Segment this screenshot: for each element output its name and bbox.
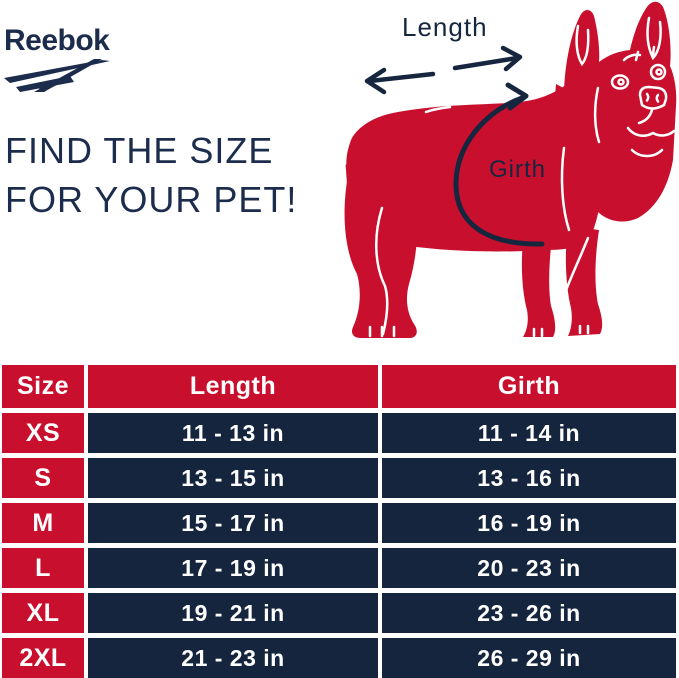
size-chart-table: Size Length Girth XS 11 - 13 in 11 - 14 … [2,365,676,678]
reebok-wordmark: Reebok [4,24,110,57]
length-value-xl: 19 - 21 in [88,593,378,633]
dog-measurement-diagram [343,1,677,338]
length-value-s: 13 - 15 in [88,458,378,498]
page-title-line2: FOR YOUR PET! [5,179,298,220]
size-label-2xl: 2XL [2,638,84,678]
french-bulldog-illustration [344,1,677,338]
column-header-length: Length [88,365,378,408]
girth-value-xs: 11 - 14 in [382,413,676,453]
size-label-m: M [2,503,84,543]
length-value-xs: 11 - 13 in [88,413,378,453]
girth-arrow-icon [453,82,545,247]
column-header-girth: Girth [382,365,676,408]
length-value-l: 17 - 19 in [88,548,378,588]
girth-value-s: 13 - 16 in [382,458,676,498]
page-title: FIND THE SIZE FOR YOUR PET! [5,126,297,224]
girth-value-2xl: 26 - 29 in [382,638,676,678]
size-label-xs: XS [2,413,84,453]
length-arrow-right-icon [452,45,523,72]
reebok-logo: Reebok [4,26,112,92]
length-measure-label: Length [402,12,488,42]
girth-value-m: 16 - 19 in [382,503,676,543]
length-arrow-left-icon [364,67,436,95]
length-value-m: 15 - 17 in [88,503,378,543]
girth-value-xl: 23 - 26 in [382,593,676,633]
girth-measure-label: Girth [489,156,547,183]
length-value-2xl: 21 - 23 in [88,638,378,678]
size-label-xl: XL [2,593,84,633]
size-label-l: L [2,548,84,588]
girth-value-l: 20 - 23 in [382,548,676,588]
reebok-vector-icon [4,59,110,92]
page-title-line1: FIND THE SIZE [5,130,274,171]
column-header-size: Size [2,365,84,408]
size-label-s: S [2,458,84,498]
